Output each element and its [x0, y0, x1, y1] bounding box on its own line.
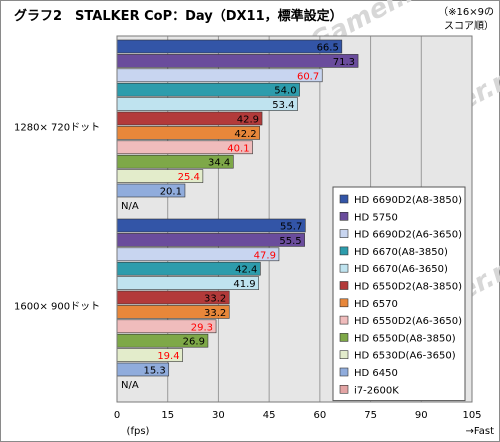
- data-label: 55.7: [280, 222, 302, 233]
- data-label: 29.3: [191, 322, 213, 333]
- axes: 0 15 30 45 60 75 90 105 1280× 720ドット 1600× 900ドット: [14, 35, 482, 421]
- data-label: 71.3: [333, 57, 355, 68]
- legend-swatch: [339, 350, 349, 360]
- legend-entry: HD 6530D(A6-3650): [354, 351, 456, 362]
- data-label: 54.0: [274, 86, 296, 97]
- legend-box: [332, 186, 466, 402]
- data-label: 55.5: [279, 236, 301, 247]
- legend-entry: i7-2600K: [354, 385, 399, 396]
- data-label: 41.9: [233, 279, 255, 290]
- category-label: 1600× 900ドット: [14, 301, 100, 312]
- legend-entry: HD 6550D2(A6-3650): [354, 316, 462, 327]
- data-label: 34.4: [208, 158, 230, 169]
- legend-entry: HD 6670(A6-3650): [354, 264, 448, 275]
- bar: [116, 39, 343, 54]
- bar: [116, 68, 323, 83]
- legend-swatch: [339, 367, 349, 377]
- legend-entry: HD 6570: [354, 299, 398, 310]
- bar: [116, 233, 305, 247]
- legend-entry: HD 6690D2(A8-3850): [354, 195, 462, 206]
- legend-swatch: [339, 194, 349, 204]
- x-tick-label: 105: [462, 410, 481, 421]
- bars: 66.5 71.3 60.754.0 53.4 42.9 42.2 40.1 34.4 25.4…: [116, 39, 359, 391]
- legend-entry: HD 6550D(A8-3850): [354, 333, 456, 344]
- legend-entry: HD 6450: [354, 368, 398, 379]
- x-tick-label: 15: [161, 410, 174, 421]
- bar: [116, 54, 359, 68]
- x-tick-label: 60: [313, 410, 326, 421]
- data-label: 42.2: [234, 129, 256, 140]
- data-label: 60.7: [297, 71, 319, 82]
- note-line-2: スコア順）: [444, 20, 494, 32]
- data-label: 42.9: [237, 115, 259, 126]
- bar: [116, 82, 300, 97]
- data-label: 33.2: [204, 294, 226, 305]
- legend-swatch: [339, 263, 349, 273]
- legend-entry: HD 6550D2(A8-3850): [354, 282, 462, 293]
- x-direction-label: →Fast: [466, 426, 495, 437]
- data-label: 33.2: [204, 308, 226, 319]
- data-label: 19.4: [157, 351, 179, 362]
- x-tick-label: 30: [212, 410, 225, 421]
- legend-swatch: [339, 281, 349, 290]
- data-label: 47.9: [254, 250, 276, 261]
- x-tick-label: 45: [263, 410, 276, 421]
- plot-border: [116, 35, 473, 403]
- x-axis-label: (fps): [127, 426, 150, 437]
- x-tick-label: 75: [364, 410, 377, 421]
- data-label: 26.9: [183, 337, 205, 348]
- legend-swatch: [339, 246, 349, 256]
- bar: [116, 218, 306, 233]
- data-label: 40.1: [227, 143, 249, 154]
- note-line-1: （※16×9の: [438, 6, 494, 18]
- chart-title: グラフ2 STALKER CoP：Day（DX11，標準設定）: [14, 8, 343, 24]
- x-tick-label: 0: [114, 410, 120, 421]
- legend: HD 6690D2(A8-3850) HD 5750 HD 6690D2(A6-36…: [332, 186, 466, 402]
- category-label: 1280× 720ドット: [14, 122, 100, 133]
- data-label: 53.4: [272, 100, 294, 111]
- data-label: 66.5: [317, 43, 339, 54]
- legend-swatch: [339, 229, 349, 238]
- legend-entry: HD 6690D2(A6-3650): [354, 230, 462, 241]
- na-label: N/A: [121, 380, 139, 391]
- legend-swatch: [339, 333, 349, 342]
- data-label: 42.4: [235, 265, 257, 276]
- legend-entry: HD 5750: [354, 212, 398, 223]
- x-tick-label: 90: [415, 410, 428, 421]
- legend-entry: HD 6670(A8-3850): [354, 247, 448, 258]
- data-label: 15.3: [143, 366, 165, 377]
- na-label: N/A: [121, 201, 139, 212]
- data-label: 25.4: [178, 172, 200, 183]
- legend-swatch: [339, 212, 349, 221]
- data-label: 20.1: [160, 187, 182, 198]
- legend-swatch: [339, 298, 349, 308]
- legend-swatch: [339, 315, 349, 325]
- legend-swatch: [339, 384, 349, 394]
- bar: [116, 97, 298, 111]
